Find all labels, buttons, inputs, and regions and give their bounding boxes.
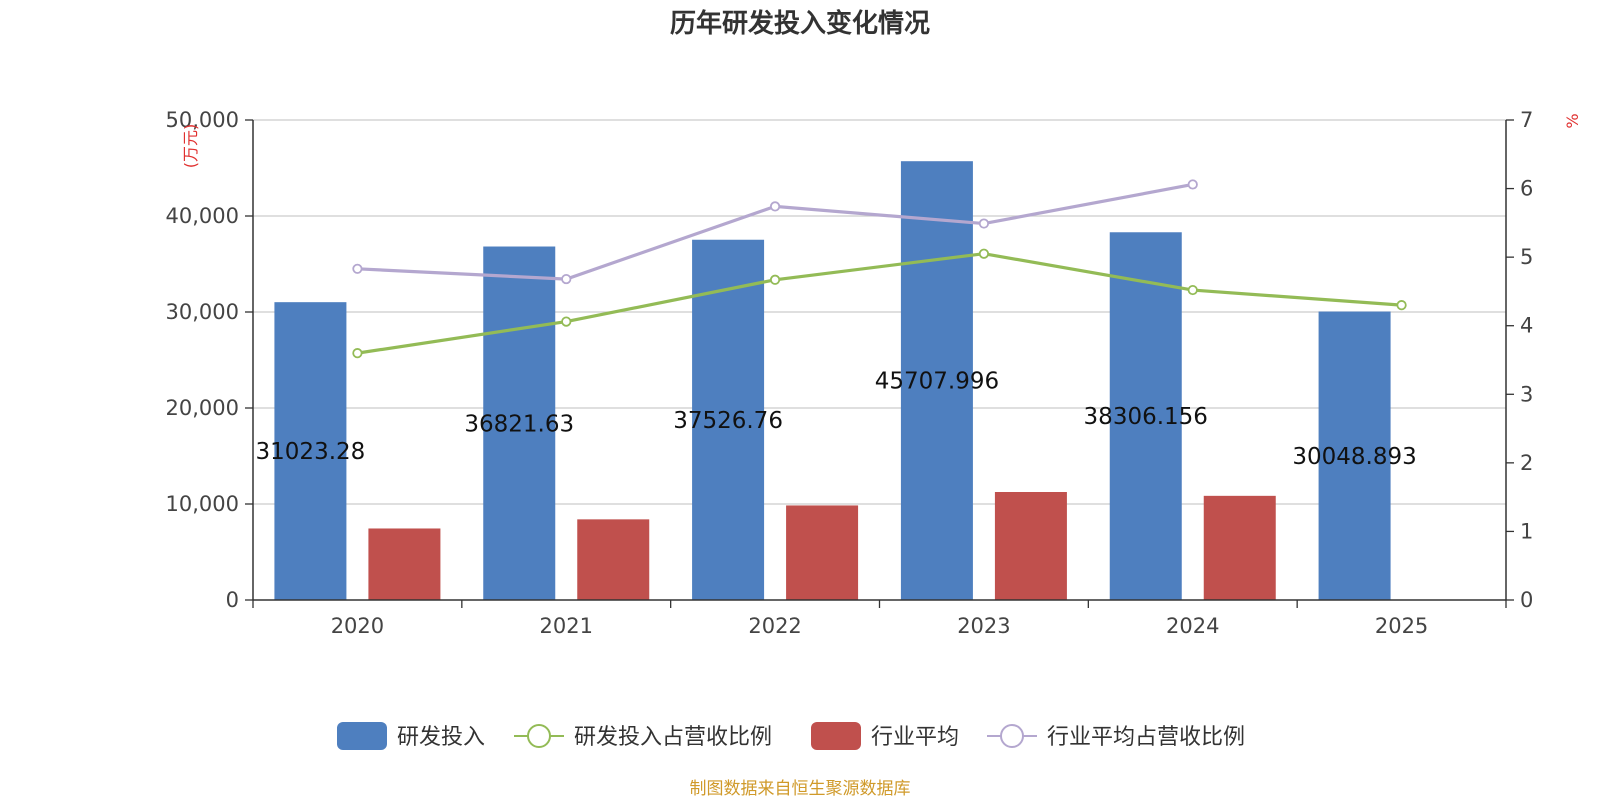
line-point [561,273,572,285]
x-axis-tick-label: 2021 [540,614,593,638]
x-axis-tick-label: 2023 [957,614,1010,638]
series-line [357,182,1194,281]
x-axis-tick-label: 2024 [1166,614,1219,638]
right-axis-tick-label: 6 [1520,177,1533,201]
bar-data-label: 38306.156 [1084,404,1208,430]
legend-label: 研发投入 [397,725,485,750]
bar [577,519,650,600]
right-axis-unit: % [1563,113,1582,128]
legend-label: 行业平均占营收比例 [1047,725,1245,750]
left-axis-tick-label: 50,000 [166,108,239,132]
bar [1203,495,1276,600]
bar [483,246,556,600]
line-point [561,316,572,327]
legend-label: 研发投入占营收比例 [574,725,772,750]
right-axis-tick-label: 4 [1520,314,1533,338]
lines-group [352,179,1407,359]
legend-label: 行业平均 [871,725,959,750]
line-point [352,263,363,274]
bar-data-label: 36821.63 [464,411,574,437]
bar [368,528,441,600]
bar [1318,311,1391,600]
left-axis-tick-label: 40,000 [166,204,239,228]
right-axis-tick-label: 2 [1520,451,1533,475]
line-point [1396,300,1407,311]
legend-swatch [811,722,861,750]
bar [900,161,973,600]
series-line [357,252,1402,355]
source-note: 制图数据来自恒生聚源数据库 [690,779,911,799]
right-axis-tick-label: 7 [1520,108,1533,132]
bar [786,505,859,600]
legend-marker [527,724,551,748]
bar-data-label: 31023.28 [256,439,366,465]
right-axis-tick-label: 0 [1520,588,1533,612]
chart-title: 历年研发投入变化情况 [670,8,930,39]
line-point [352,348,363,359]
left-axis-unit: (万元) [181,124,200,169]
line-point [1187,284,1198,296]
line-point [978,248,990,259]
x-axis-tick-label: 2022 [748,614,801,638]
bar-data-label: 45707.996 [875,369,999,395]
bar [274,302,347,600]
line-point [769,274,781,285]
bar [1109,232,1182,600]
right-axis-tick-label: 5 [1520,245,1533,269]
bars-group [274,161,1391,600]
legend-swatch [337,722,387,750]
bar [692,239,765,600]
x-axis-tick-label: 2025 [1375,614,1428,638]
bar-data-label: 37526.76 [673,408,783,434]
line-point [769,201,781,212]
x-axis-tick-label: 2020 [331,614,384,638]
grid-lines [253,119,1506,505]
axes-group: 0 10,000 20,000 30,000 40,000 50,000 0 1 2 3 4 5 6 7 2… [166,108,1534,638]
left-axis-tick-label: 0 [226,588,239,612]
left-axis-tick-label: 20,000 [166,396,239,420]
data-labels-group: 31023.28 36821.63 37526.76 45707.996 38306.1… [256,369,1417,470]
left-axis-tick-label: 30,000 [166,300,239,324]
line-point [978,218,990,229]
line-point [1187,179,1198,190]
bar [994,492,1067,600]
legend-marker [1000,724,1024,748]
right-axis-tick-label: 1 [1520,519,1533,543]
left-axis-tick-label: 10,000 [166,492,239,516]
legend: 研发投入 研发投入占营收比例 行业平均 行业平均占营收比例 [337,722,1245,750]
bar-data-label: 30048.893 [1292,444,1416,470]
right-axis-tick-label: 3 [1520,382,1533,406]
